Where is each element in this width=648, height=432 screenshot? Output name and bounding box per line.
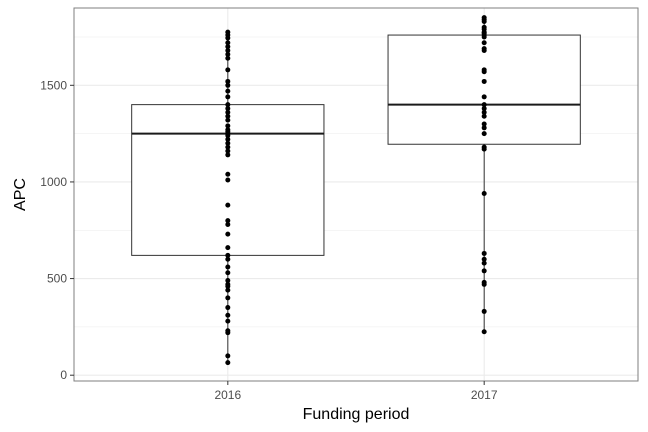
y-tick-label: 500 (47, 272, 67, 286)
x-axis-title: Funding period (303, 406, 410, 423)
data-point-2016 (225, 278, 231, 284)
data-point-2017 (481, 69, 487, 75)
data-point-2016 (225, 231, 231, 237)
data-point-2017 (481, 125, 487, 131)
data-point-2016 (225, 117, 231, 123)
data-point-2016 (225, 123, 231, 129)
data-point-2017 (481, 105, 487, 111)
data-point-2017 (481, 131, 487, 137)
data-point-2017 (481, 78, 487, 84)
data-point-2017 (481, 102, 487, 108)
data-point-2016 (225, 218, 231, 224)
y-tick-label: 1500 (40, 78, 67, 92)
data-point-2016 (225, 177, 231, 183)
data-point-2016 (225, 113, 231, 119)
data-point-2016 (225, 51, 231, 57)
data-point-2016 (225, 295, 231, 301)
data-point-2016 (225, 109, 231, 115)
data-point-2016 (225, 102, 231, 108)
data-point-2016 (225, 67, 231, 73)
x-tick-label: 2016 (214, 388, 241, 402)
data-point-2017 (481, 121, 487, 127)
point-layer (225, 15, 487, 366)
data-point-2017 (481, 260, 487, 266)
data-point-2016 (225, 245, 231, 251)
data-point-2016 (225, 312, 231, 318)
data-point-2016 (225, 264, 231, 270)
data-point-2016 (225, 152, 231, 158)
data-point-2016 (225, 140, 231, 146)
data-point-2017 (481, 329, 487, 335)
data-point-2017 (481, 34, 487, 40)
data-point-2016 (225, 133, 231, 139)
data-point-2016 (225, 44, 231, 50)
data-point-2016 (225, 287, 231, 293)
data-point-2016 (225, 171, 231, 177)
data-point-2017 (481, 48, 487, 54)
y-axis-title: APC (12, 178, 29, 211)
data-point-2016 (225, 40, 231, 46)
data-point-2016 (225, 136, 231, 142)
data-point-2017 (481, 256, 487, 262)
data-point-2017 (481, 281, 487, 287)
data-point-2017 (481, 191, 487, 197)
y-tick-label: 1000 (40, 175, 67, 189)
data-point-2017 (481, 40, 487, 46)
axis-layer: 0 500 1000 1500 2016 2017 (40, 78, 498, 402)
data-point-2017 (481, 308, 487, 314)
data-point-2017 (481, 146, 487, 152)
data-point-2016 (225, 82, 231, 88)
data-point-2017 (481, 250, 487, 256)
y-tick-label: 0 (60, 368, 67, 382)
data-point-2016 (225, 305, 231, 311)
data-point-2016 (225, 144, 231, 150)
data-point-2016 (225, 202, 231, 208)
data-point-2016 (225, 360, 231, 366)
data-point-2016 (225, 353, 231, 359)
data-point-2016 (225, 270, 231, 276)
panel-border (73, 7, 639, 382)
data-point-2016 (225, 105, 231, 111)
data-point-2016 (225, 94, 231, 100)
data-point-2017 (481, 109, 487, 115)
data-point-2016 (225, 318, 231, 324)
data-point-2016 (225, 148, 231, 154)
data-point-2017 (481, 113, 487, 119)
data-point-2017 (481, 268, 487, 274)
data-point-2016 (225, 283, 231, 289)
data-point-2016 (225, 78, 231, 84)
data-point-2016 (225, 256, 231, 262)
data-point-2017 (481, 19, 487, 25)
data-point-2016 (225, 221, 231, 227)
data-point-2016 (225, 35, 231, 41)
data-point-2016 (225, 88, 231, 94)
x-tick-label: 2017 (471, 388, 498, 402)
data-point-2017 (481, 94, 487, 100)
data-point-2016 (225, 252, 231, 258)
data-point-2016 (225, 55, 231, 61)
data-point-2016 (225, 48, 231, 54)
data-point-2016 (225, 330, 231, 336)
